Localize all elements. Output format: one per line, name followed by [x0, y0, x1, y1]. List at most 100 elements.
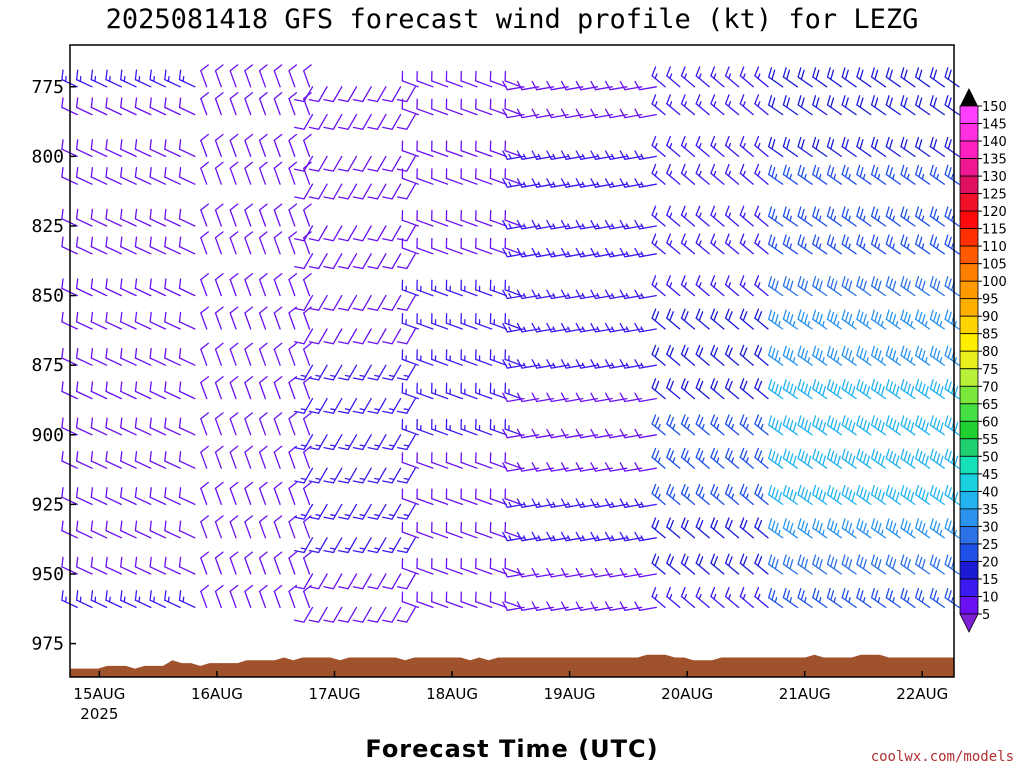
- barb-flag: [75, 417, 79, 429]
- wind-barb: [244, 481, 254, 506]
- barb-flag: [531, 219, 538, 230]
- barb-half-flag: [713, 282, 717, 288]
- wind-barb: [680, 163, 696, 185]
- barb-flag: [947, 381, 952, 392]
- wind-barb: [885, 415, 901, 436]
- wind-barb: [323, 155, 343, 172]
- barb-flag: [308, 619, 320, 623]
- barb-flag: [768, 415, 773, 426]
- wind-barb: [431, 558, 449, 575]
- barb-flag: [214, 273, 224, 281]
- barb-shaft: [75, 496, 93, 506]
- barb-half-flag: [716, 423, 720, 430]
- barb-flag: [903, 590, 908, 601]
- barb-flag: [856, 415, 861, 426]
- barb-flag: [695, 94, 701, 105]
- wind-barb: [416, 70, 434, 88]
- barb-shaft: [258, 209, 267, 227]
- barb-flag: [651, 205, 657, 216]
- wind-barb: [651, 205, 666, 227]
- barb-shaft: [362, 294, 372, 311]
- wind-barb: [841, 309, 857, 330]
- barb-half-flag: [833, 215, 837, 222]
- barb-flag: [874, 590, 879, 601]
- barb-flag: [120, 520, 123, 532]
- barb-shaft: [105, 357, 123, 366]
- barb-flag: [906, 522, 911, 534]
- barb-shaft: [105, 426, 123, 436]
- barb-shaft: [724, 562, 740, 575]
- barb-flag: [382, 307, 393, 311]
- barb-shaft: [200, 167, 208, 185]
- barb-flag: [575, 80, 582, 91]
- barb-flag: [134, 97, 138, 109]
- barb-flag: [797, 345, 802, 357]
- barb-half-flag: [818, 597, 822, 603]
- wind-barb: [214, 92, 224, 116]
- barb-flag: [782, 67, 787, 78]
- barb-shaft: [200, 70, 208, 88]
- barb-shaft: [460, 149, 478, 158]
- barb-flag: [888, 97, 893, 108]
- barb-shaft: [929, 76, 945, 88]
- barb-flag: [915, 164, 920, 176]
- barb-flag: [724, 344, 730, 355]
- barb-flag: [771, 487, 776, 498]
- wind-barb: [178, 417, 196, 436]
- barb-shaft: [214, 521, 222, 539]
- barb-flag: [739, 205, 745, 216]
- barb-shaft: [229, 590, 237, 609]
- wind-barb: [308, 397, 328, 414]
- barb-shaft: [303, 86, 314, 103]
- barb-shaft: [75, 529, 93, 539]
- colorbar-box: [959, 350, 979, 370]
- barb-flag: [134, 278, 138, 290]
- barb-shaft: [317, 86, 328, 103]
- barb-shaft: [288, 381, 296, 400]
- barb-flag: [918, 278, 923, 289]
- wind-barb: [768, 448, 784, 469]
- wind-barb: [710, 553, 725, 575]
- barb-flag: [634, 531, 641, 542]
- wind-barb: [134, 347, 152, 366]
- barb-flag: [771, 139, 776, 150]
- wind-barb: [401, 418, 419, 436]
- barb-shaft: [134, 218, 152, 227]
- barb-flag: [560, 428, 567, 439]
- barb-shaft: [303, 537, 314, 554]
- barb-flag: [695, 344, 701, 355]
- barb-flag: [880, 491, 885, 503]
- barb-flag: [836, 455, 841, 466]
- wind-barb: [489, 452, 508, 469]
- wind-barb: [489, 349, 508, 366]
- wind-barb: [475, 382, 493, 400]
- colorbar-label: 110: [982, 240, 1007, 255]
- barb-shaft: [416, 247, 434, 255]
- barb-shaft: [149, 599, 167, 609]
- barb-shaft: [164, 460, 181, 469]
- barb-flag: [892, 489, 897, 500]
- barb-flag: [575, 108, 582, 119]
- wind-barb: [710, 233, 725, 255]
- barb-flag: [120, 97, 123, 109]
- barb-flag: [546, 601, 553, 611]
- wind-barb: [149, 208, 167, 227]
- wind-barb: [75, 139, 93, 158]
- barb-shaft: [445, 567, 463, 575]
- barb-flag: [590, 359, 597, 369]
- barb-shaft: [651, 103, 666, 116]
- barb-shaft: [120, 245, 137, 255]
- wind-barb: [149, 450, 167, 469]
- barb-flag: [367, 126, 379, 130]
- colorbar-label: 75: [982, 363, 999, 378]
- wind-barb: [308, 328, 328, 345]
- barb-half-flag: [359, 374, 366, 378]
- barb-half-flag: [686, 493, 691, 500]
- barb-flag: [90, 139, 94, 150]
- barb-flag: [178, 347, 182, 359]
- wind-barb: [382, 434, 402, 451]
- wind-barb: [695, 94, 710, 116]
- barb-flag: [754, 94, 760, 105]
- wind-barb: [178, 311, 196, 330]
- barb-flag: [575, 322, 582, 333]
